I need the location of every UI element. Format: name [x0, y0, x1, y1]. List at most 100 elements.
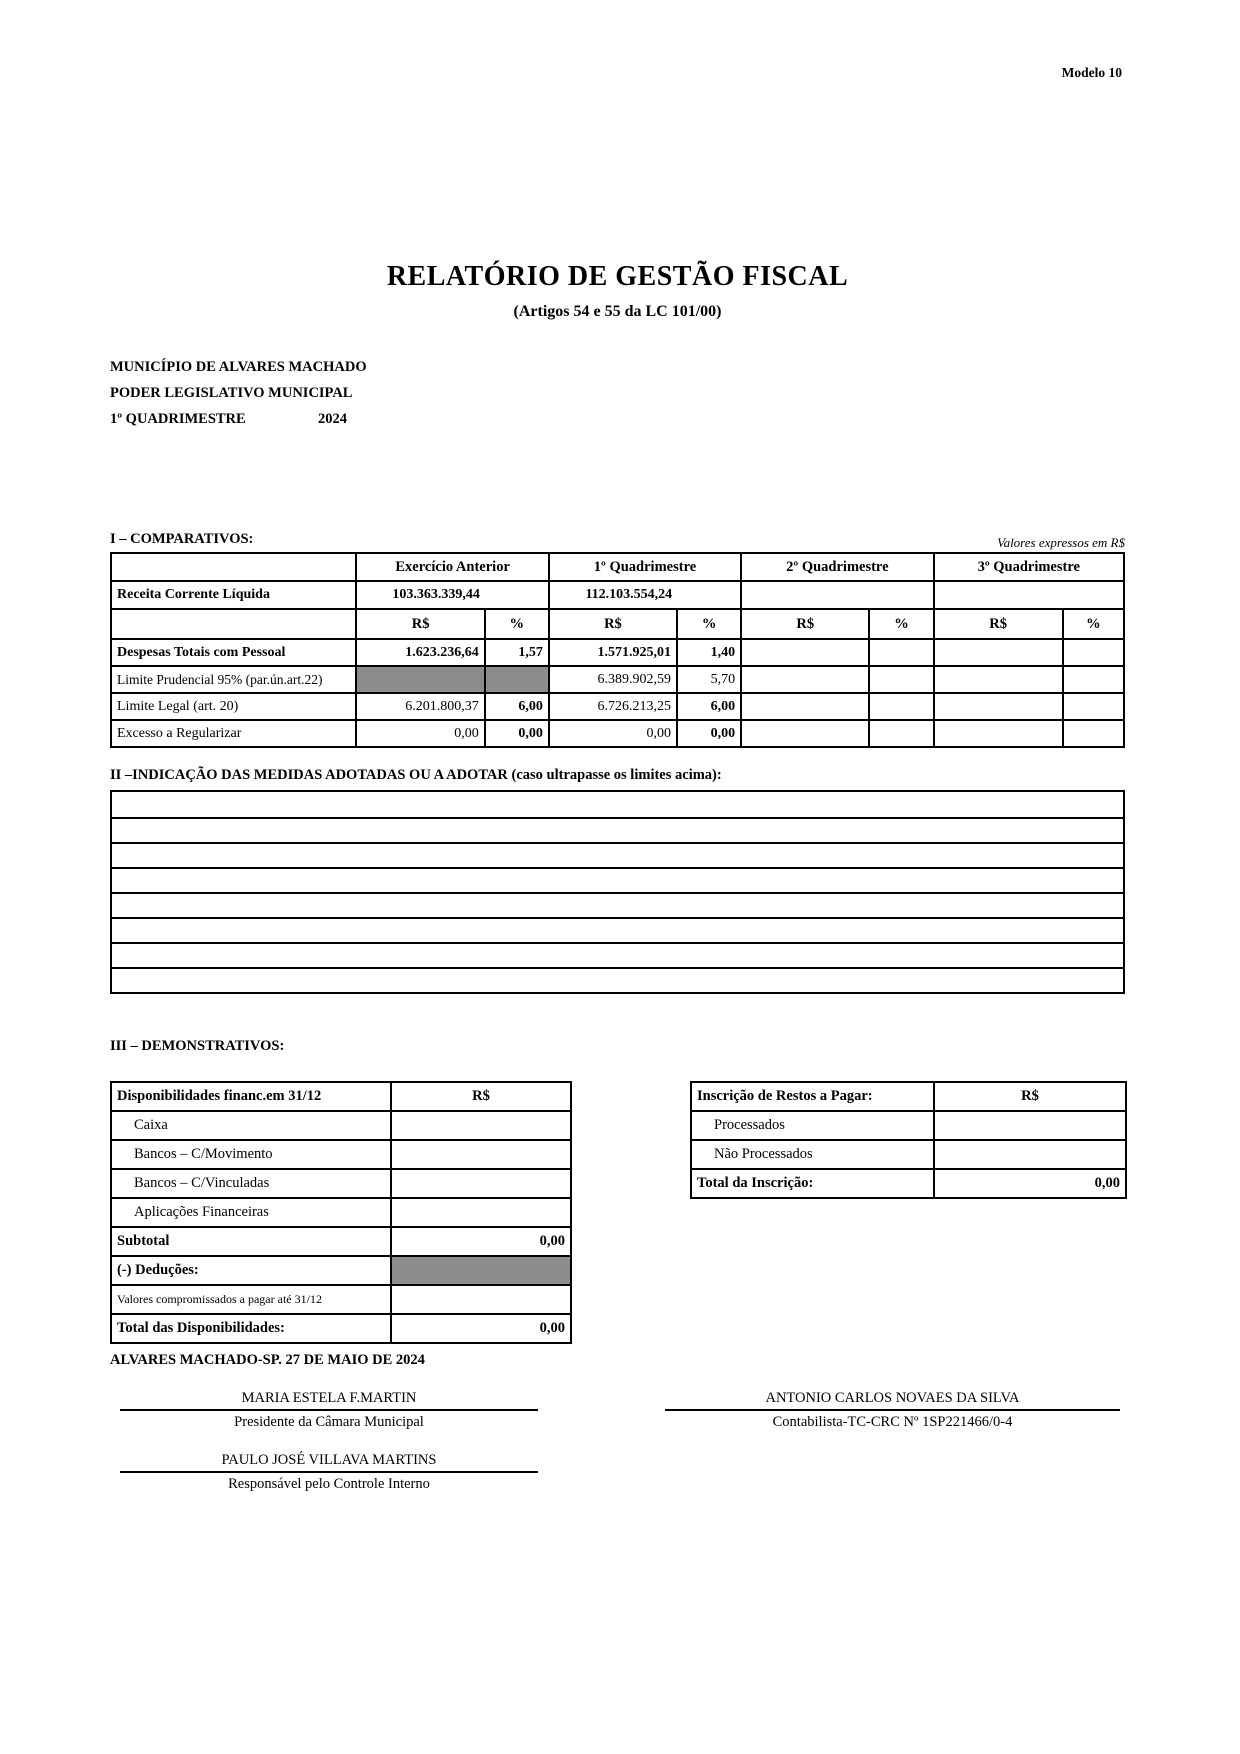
despesas-rs-q3 — [932, 638, 1064, 667]
row-label-processados: Processados — [690, 1110, 935, 1141]
legislative-branch-line: PODER LEGISLATIVO MUNICIPAL — [110, 385, 353, 401]
caixa-value — [390, 1110, 572, 1141]
legal-rs-q3 — [932, 692, 1064, 721]
processados-value — [933, 1110, 1127, 1141]
row-label-caixa: Caixa — [110, 1110, 392, 1141]
row-label-bancos-vinculadas: Bancos – C/Vinculadas — [110, 1168, 392, 1199]
legal-rs-exercicio: 6.201.800,37 — [355, 692, 486, 721]
measures-empty-row — [112, 892, 1123, 917]
receita-value-q1: 112.103.554,24 — [547, 580, 743, 610]
availability-row-deducoes: (-) Deduções: — [110, 1255, 572, 1286]
row-label-limite-prudencial: Limite Prudencial 95% (par.ún.art.22) — [109, 665, 358, 694]
legal-rs-q1: 6.726.213,25 — [547, 692, 679, 721]
despesas-pct-q3 — [1061, 638, 1126, 667]
availability-header-label: Disponibilidades financ.em 31/12 — [110, 1081, 392, 1112]
excesso-rs-q3 — [932, 719, 1064, 748]
despesas-pct-q1: 1,40 — [676, 638, 743, 667]
comparatives-table: Exercício Anterior 1º Quadrimestre 2º Qu… — [109, 552, 1126, 748]
availability-header-unit: R$ — [390, 1081, 572, 1112]
unit-rs-header: R$ — [547, 608, 679, 640]
total-inscricao-value: 0,00 — [933, 1168, 1127, 1199]
unit-rs-header: R$ — [355, 608, 486, 640]
prudencial-pct-q2 — [868, 665, 935, 694]
signature-block-controle-interno: PAULO JOSÉ VILLAVA MARTINS Responsável p… — [120, 1452, 538, 1493]
section2-heading: II –INDICAÇÃO DAS MEDIDAS ADOTADAS OU A … — [110, 767, 722, 783]
col-header-1-quadrimestre: 1º Quadrimestre — [547, 552, 743, 582]
signature-name: ANTONIO CARLOS NOVAES DA SILVA — [665, 1390, 1120, 1411]
restos-row-total: Total da Inscrição: 0,00 — [690, 1168, 1127, 1199]
availability-row-aplicacoes: Aplicações Financeiras — [110, 1197, 572, 1228]
availability-row-subtotal: Subtotal 0,00 — [110, 1226, 572, 1257]
restos-header-label: Inscrição de Restos a Pagar: — [690, 1081, 935, 1112]
excesso-rs-exercicio: 0,00 — [355, 719, 486, 748]
page-title: RELATÓRIO DE GESTÃO FISCAL — [386, 261, 849, 292]
despesas-rs-q1: 1.571.925,01 — [547, 638, 679, 667]
table-header-row: Exercício Anterior 1º Quadrimestre 2º Qu… — [109, 552, 1126, 582]
restos-row-nao-processados: Não Processados — [690, 1139, 1127, 1170]
unit-pct-header: % — [868, 608, 935, 640]
row-label-total-inscricao: Total da Inscrição: — [690, 1168, 935, 1199]
table-row-limite-legal: Limite Legal (art. 20) 6.201.800,37 6,00… — [109, 692, 1126, 721]
section1-heading: I – COMPARATIVOS: — [110, 531, 254, 547]
bancos-vinculadas-value — [390, 1168, 572, 1199]
excesso-pct-q1: 0,00 — [676, 719, 743, 748]
prudencial-rs-exercicio-shaded — [355, 665, 486, 694]
excesso-pct-q3 — [1061, 719, 1126, 748]
row-label-despesas: Despesas Totais com Pessoal — [109, 638, 358, 667]
receita-value-q2 — [740, 580, 935, 610]
despesas-pct-exercicio: 1,57 — [483, 638, 550, 667]
model-number-label: Modelo 10 — [1061, 65, 1122, 80]
measures-empty-row — [112, 867, 1123, 892]
measures-empty-row — [112, 817, 1123, 842]
deducoes-value-shaded — [390, 1255, 572, 1286]
measures-empty-box — [110, 790, 1125, 994]
despesas-rs-exercicio: 1.623.236,64 — [355, 638, 486, 667]
restos-header-unit: R$ — [933, 1081, 1127, 1112]
excesso-pct-q2 — [868, 719, 935, 748]
row-label-bancos-movimento: Bancos – C/Movimento — [110, 1139, 392, 1170]
legal-rs-q2 — [740, 692, 871, 721]
excesso-rs-q1: 0,00 — [547, 719, 679, 748]
receita-value-exercicio: 103.363.339,44 — [355, 580, 550, 610]
empty-corner-cell — [109, 552, 358, 582]
row-label-aplicacoes: Aplicações Financeiras — [110, 1197, 392, 1228]
restos-a-pagar-table: Inscrição de Restos a Pagar: R$ Processa… — [690, 1081, 1127, 1199]
legal-pct-q3 — [1061, 692, 1126, 721]
measures-empty-row — [112, 967, 1123, 992]
bancos-movimento-value — [390, 1139, 572, 1170]
table-row-despesas: Despesas Totais com Pessoal 1.623.236,64… — [109, 638, 1126, 667]
currency-note: Valores expressos em R$ — [997, 535, 1125, 550]
table-row-limite-prudencial: Limite Prudencial 95% (par.ún.art.22) 6.… — [109, 665, 1126, 694]
col-header-3-quadrimestre: 3º Quadrimestre — [932, 552, 1126, 582]
prudencial-pct-q3 — [1061, 665, 1126, 694]
prudencial-pct-exercicio-shaded — [483, 665, 550, 694]
signature-name: MARIA ESTELA F.MARTIN — [120, 1390, 538, 1411]
row-label-total-disponibilidades: Total das Disponibilidades: — [110, 1313, 392, 1344]
period-year: 2024 — [318, 411, 347, 427]
measures-empty-row — [112, 917, 1123, 942]
date-line: ALVARES MACHADO-SP. 27 DE MAIO DE 2024 — [110, 1352, 425, 1368]
signature-block-contabilista: ANTONIO CARLOS NOVAES DA SILVA Contabili… — [665, 1390, 1120, 1431]
aplicacoes-value — [390, 1197, 572, 1228]
subtotal-value: 0,00 — [390, 1226, 572, 1257]
availability-table-wrap: Disponibilidades financ.em 31/12 R$ Caix… — [110, 1081, 572, 1344]
unit-pct-header: % — [483, 608, 550, 640]
excesso-pct-exercicio: 0,00 — [483, 719, 550, 748]
legal-pct-q1: 6,00 — [676, 692, 743, 721]
restos-row-processados: Processados — [690, 1110, 1127, 1141]
nao-processados-value — [933, 1139, 1127, 1170]
row-label-nao-processados: Não Processados — [690, 1139, 935, 1170]
valores-compromissados-value — [390, 1284, 572, 1315]
measures-empty-row — [112, 942, 1123, 967]
row-label-deducoes: (-) Deduções: — [110, 1255, 392, 1286]
restos-header-row: Inscrição de Restos a Pagar: R$ — [690, 1081, 1127, 1112]
empty-cell — [109, 608, 358, 640]
prudencial-pct-q1: 5,70 — [676, 665, 743, 694]
availability-row-bancos-movimento: Bancos – C/Movimento — [110, 1139, 572, 1170]
availability-row-caixa: Caixa — [110, 1110, 572, 1141]
legal-pct-exercicio: 6,00 — [483, 692, 550, 721]
period-label: 1º QUADRIMESTRE — [110, 411, 246, 427]
municipality-line: MUNICÍPIO DE ALVARES MACHADO — [110, 359, 367, 375]
table-row-excesso: Excesso a Regularizar 0,00 0,00 0,00 0,0… — [109, 719, 1126, 748]
